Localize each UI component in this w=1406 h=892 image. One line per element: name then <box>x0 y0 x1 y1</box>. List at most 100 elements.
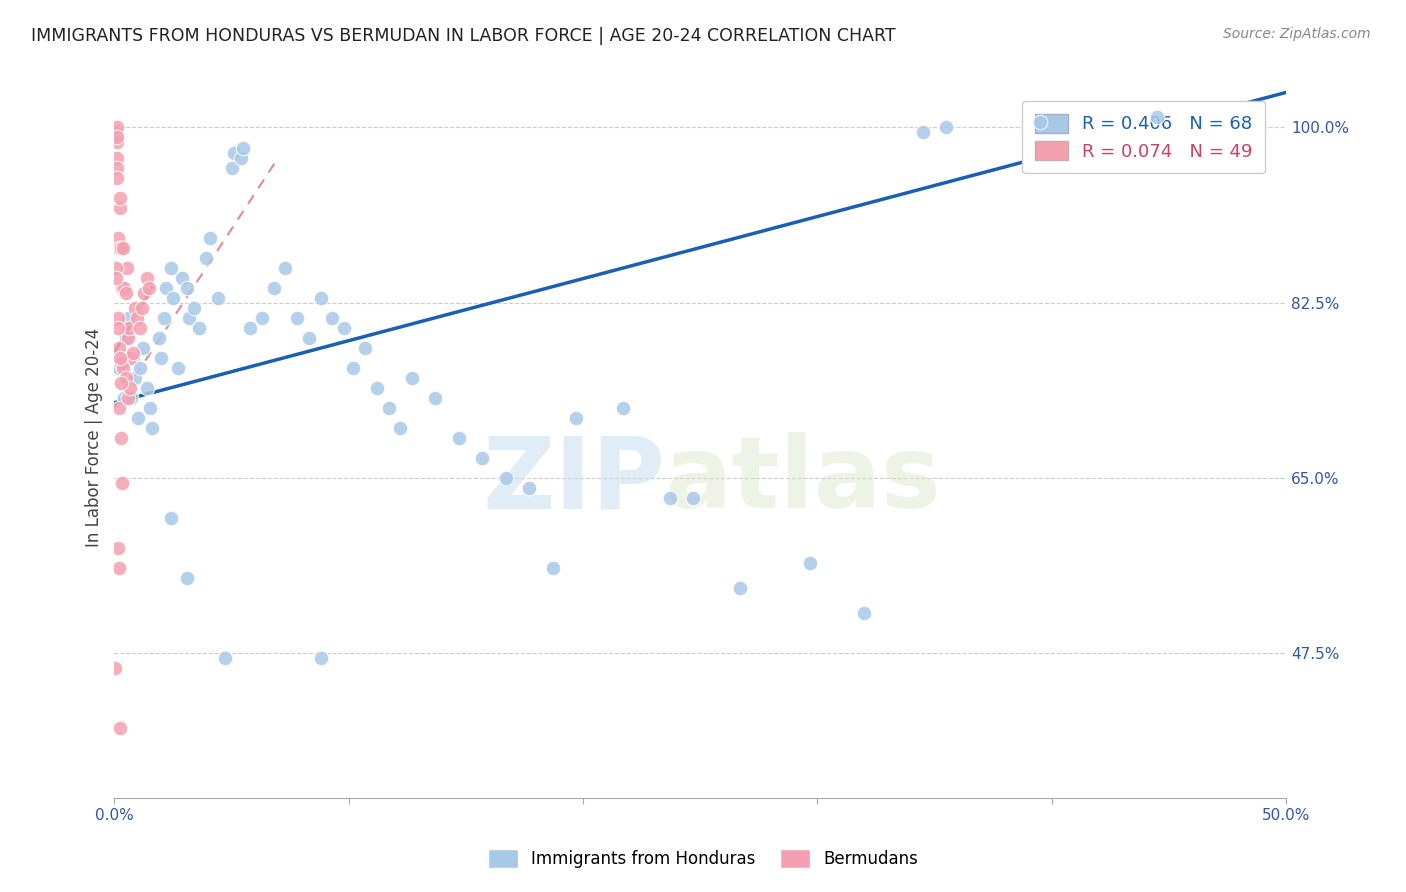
Point <box>115 331 138 345</box>
Text: ZIP: ZIP <box>482 433 665 530</box>
Point <box>112 280 135 294</box>
Point <box>138 401 160 415</box>
Point <box>401 370 423 384</box>
Point <box>565 410 588 425</box>
Legend: Immigrants from Honduras, Bermudans: Immigrants from Honduras, Bermudans <box>481 843 925 875</box>
Point <box>263 280 285 294</box>
Point <box>911 126 934 140</box>
Point <box>131 301 153 315</box>
Point <box>107 320 129 334</box>
Point <box>183 301 205 315</box>
Point <box>121 345 143 359</box>
Point <box>108 241 131 255</box>
Point <box>728 581 751 595</box>
Point <box>122 351 145 365</box>
Point <box>176 280 198 294</box>
Point <box>117 391 139 405</box>
Y-axis label: In Labor Force | Age 20-24: In Labor Force | Age 20-24 <box>86 328 103 548</box>
Point <box>148 331 170 345</box>
Point <box>108 360 131 375</box>
Point <box>239 320 262 334</box>
Point <box>250 310 273 325</box>
Point <box>107 310 129 325</box>
Point <box>214 651 236 665</box>
Point <box>425 391 447 405</box>
Point <box>114 370 136 384</box>
Point <box>136 381 159 395</box>
Point <box>207 291 229 305</box>
Point <box>107 541 129 555</box>
Point <box>120 391 142 405</box>
Point <box>111 280 134 294</box>
Point <box>155 280 177 294</box>
Point <box>135 270 157 285</box>
Point <box>152 310 174 325</box>
Point <box>389 421 412 435</box>
Point <box>110 241 132 255</box>
Point <box>342 360 364 375</box>
Point <box>1029 115 1052 129</box>
Point <box>298 331 321 345</box>
Point <box>354 341 377 355</box>
Text: Source: ZipAtlas.com: Source: ZipAtlas.com <box>1223 27 1371 41</box>
Point <box>682 491 704 505</box>
Point <box>124 301 146 315</box>
Point <box>115 260 138 275</box>
Point <box>105 170 128 185</box>
Point <box>105 270 128 285</box>
Point <box>333 320 356 334</box>
Point <box>112 241 135 255</box>
Point <box>799 556 821 570</box>
Point <box>321 310 343 325</box>
Point <box>274 260 297 275</box>
Text: IMMIGRANTS FROM HONDURAS VS BERMUDAN IN LABOR FORCE | AGE 20-24 CORRELATION CHAR: IMMIGRANTS FROM HONDURAS VS BERMUDAN IN … <box>31 27 896 45</box>
Point <box>309 291 332 305</box>
Point <box>187 320 209 334</box>
Point <box>108 201 131 215</box>
Point <box>110 190 132 204</box>
Point <box>517 481 540 495</box>
Point <box>118 320 141 334</box>
Point <box>612 401 634 415</box>
Point <box>159 511 181 525</box>
Point <box>105 161 128 175</box>
Point <box>105 136 128 150</box>
Point <box>107 130 129 145</box>
Point <box>221 161 243 175</box>
Point <box>105 128 128 143</box>
Point <box>309 651 332 665</box>
Point <box>150 351 173 365</box>
Point <box>117 331 139 345</box>
Point <box>166 360 188 375</box>
Point <box>232 140 254 154</box>
Point <box>114 285 136 300</box>
Point <box>112 360 135 375</box>
Point <box>105 120 128 135</box>
Point <box>853 606 876 620</box>
Point <box>124 370 146 384</box>
Point <box>541 561 564 575</box>
Point <box>128 320 150 334</box>
Point <box>112 391 135 405</box>
Point <box>179 310 201 325</box>
Point <box>127 410 149 425</box>
Point <box>229 151 252 165</box>
Point <box>104 661 127 675</box>
Point <box>159 260 181 275</box>
Point <box>117 310 139 325</box>
Point <box>131 341 153 355</box>
Point <box>1146 111 1168 125</box>
Point <box>129 360 152 375</box>
Point <box>447 431 470 445</box>
Point <box>127 310 149 325</box>
Point <box>107 230 129 244</box>
Point <box>377 401 399 415</box>
Point <box>108 341 131 355</box>
Text: atlas: atlas <box>665 433 942 530</box>
Point <box>495 471 517 485</box>
Point <box>108 561 131 575</box>
Point <box>111 475 134 490</box>
Point <box>162 291 184 305</box>
Point <box>110 376 132 390</box>
Point <box>172 270 194 285</box>
